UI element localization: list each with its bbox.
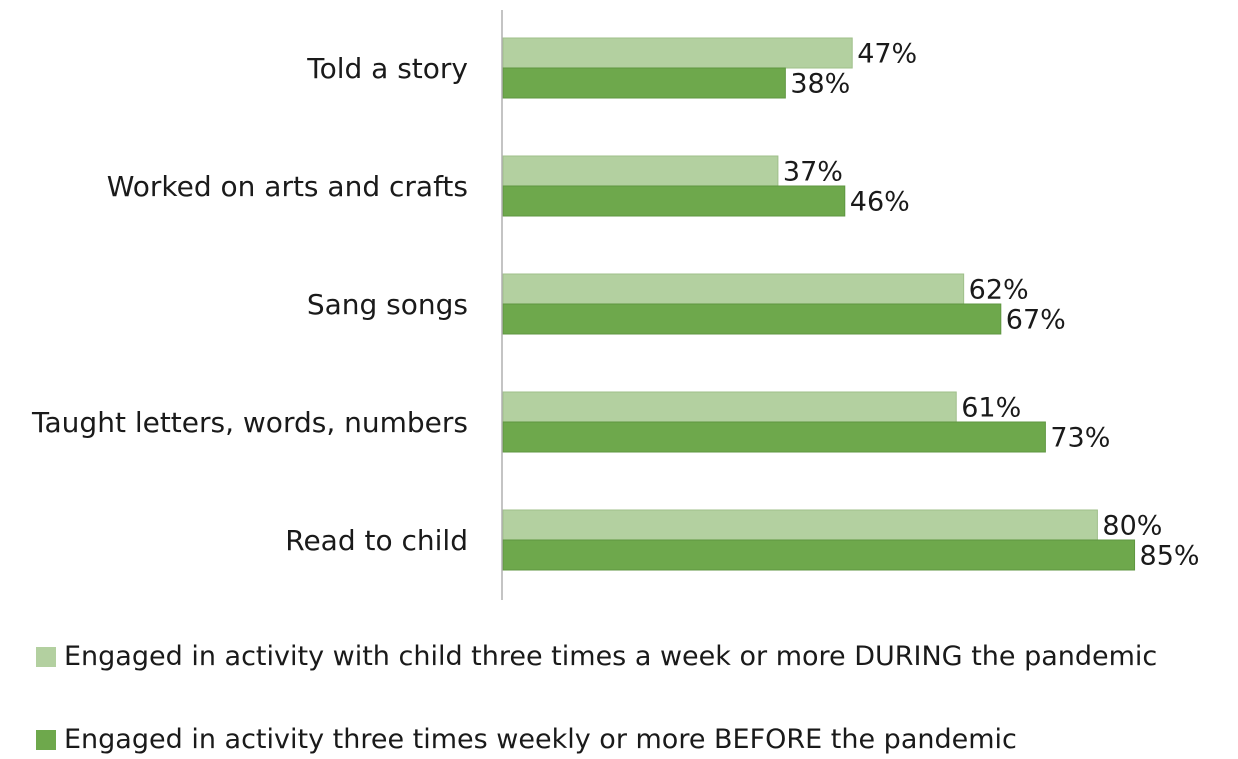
bars xyxy=(502,37,1136,571)
bar-before-sang-songs xyxy=(502,303,1002,335)
category-label-arts-and-crafts: Worked on arts and crafts xyxy=(107,170,468,203)
category-label-told-a-story: Told a story xyxy=(306,52,468,85)
bar-during-sang-songs xyxy=(502,273,965,305)
legend-label-before: Engaged in activity three times weekly o… xyxy=(64,724,1017,755)
bar-before-told-a-story xyxy=(502,67,786,99)
legend-item-during: Engaged in activity with child three tim… xyxy=(36,641,1157,672)
value-label-during-sang-songs: 62% xyxy=(969,275,1029,306)
bar-during-read-to-child xyxy=(502,509,1098,541)
value-labels: 47%38% 37%46% 62%67% 61% 73% 80%85% xyxy=(783,39,1200,572)
bar-before-read-to-child xyxy=(502,539,1136,571)
value-label-during-arts-and-crafts: 37% xyxy=(783,157,843,188)
bar-during-taught-letters xyxy=(502,391,957,423)
value-label-during-taught-letters: 61% xyxy=(961,393,1021,424)
category-label-sang-songs: Sang songs xyxy=(307,288,468,321)
value-label-during-told-a-story: 47% xyxy=(857,39,917,70)
value-label-before-taught-letters: 73% xyxy=(1050,423,1110,454)
value-label-before-arts-and-crafts: 46% xyxy=(850,187,910,218)
category-labels: Told a story Worked on arts and crafts San… xyxy=(31,52,468,557)
legend-item-before: Engaged in activity three times weekly o… xyxy=(36,724,1017,755)
value-label-before-sang-songs: 67% xyxy=(1006,305,1066,336)
category-label-taught-letters: Taught letters, words, numbers xyxy=(31,406,468,439)
bar-before-taught-letters xyxy=(502,421,1046,453)
value-label-during-read-to-child: 80% xyxy=(1102,511,1162,542)
value-label-before-told-a-story: 38% xyxy=(790,69,850,100)
legend-swatch-during xyxy=(36,646,56,667)
value-label-before-read-to-child: 85% xyxy=(1140,541,1200,572)
legend-swatch-before xyxy=(36,729,56,750)
bar-during-told-a-story xyxy=(502,37,853,69)
bar-chart: Told a story Worked on arts and crafts San… xyxy=(31,10,1200,600)
bar-before-arts-and-crafts xyxy=(502,185,846,217)
bar-during-arts-and-crafts xyxy=(502,155,779,187)
category-label-read-to-child: Read to child xyxy=(285,524,468,557)
legend-label-during: Engaged in activity with child three tim… xyxy=(64,641,1158,672)
